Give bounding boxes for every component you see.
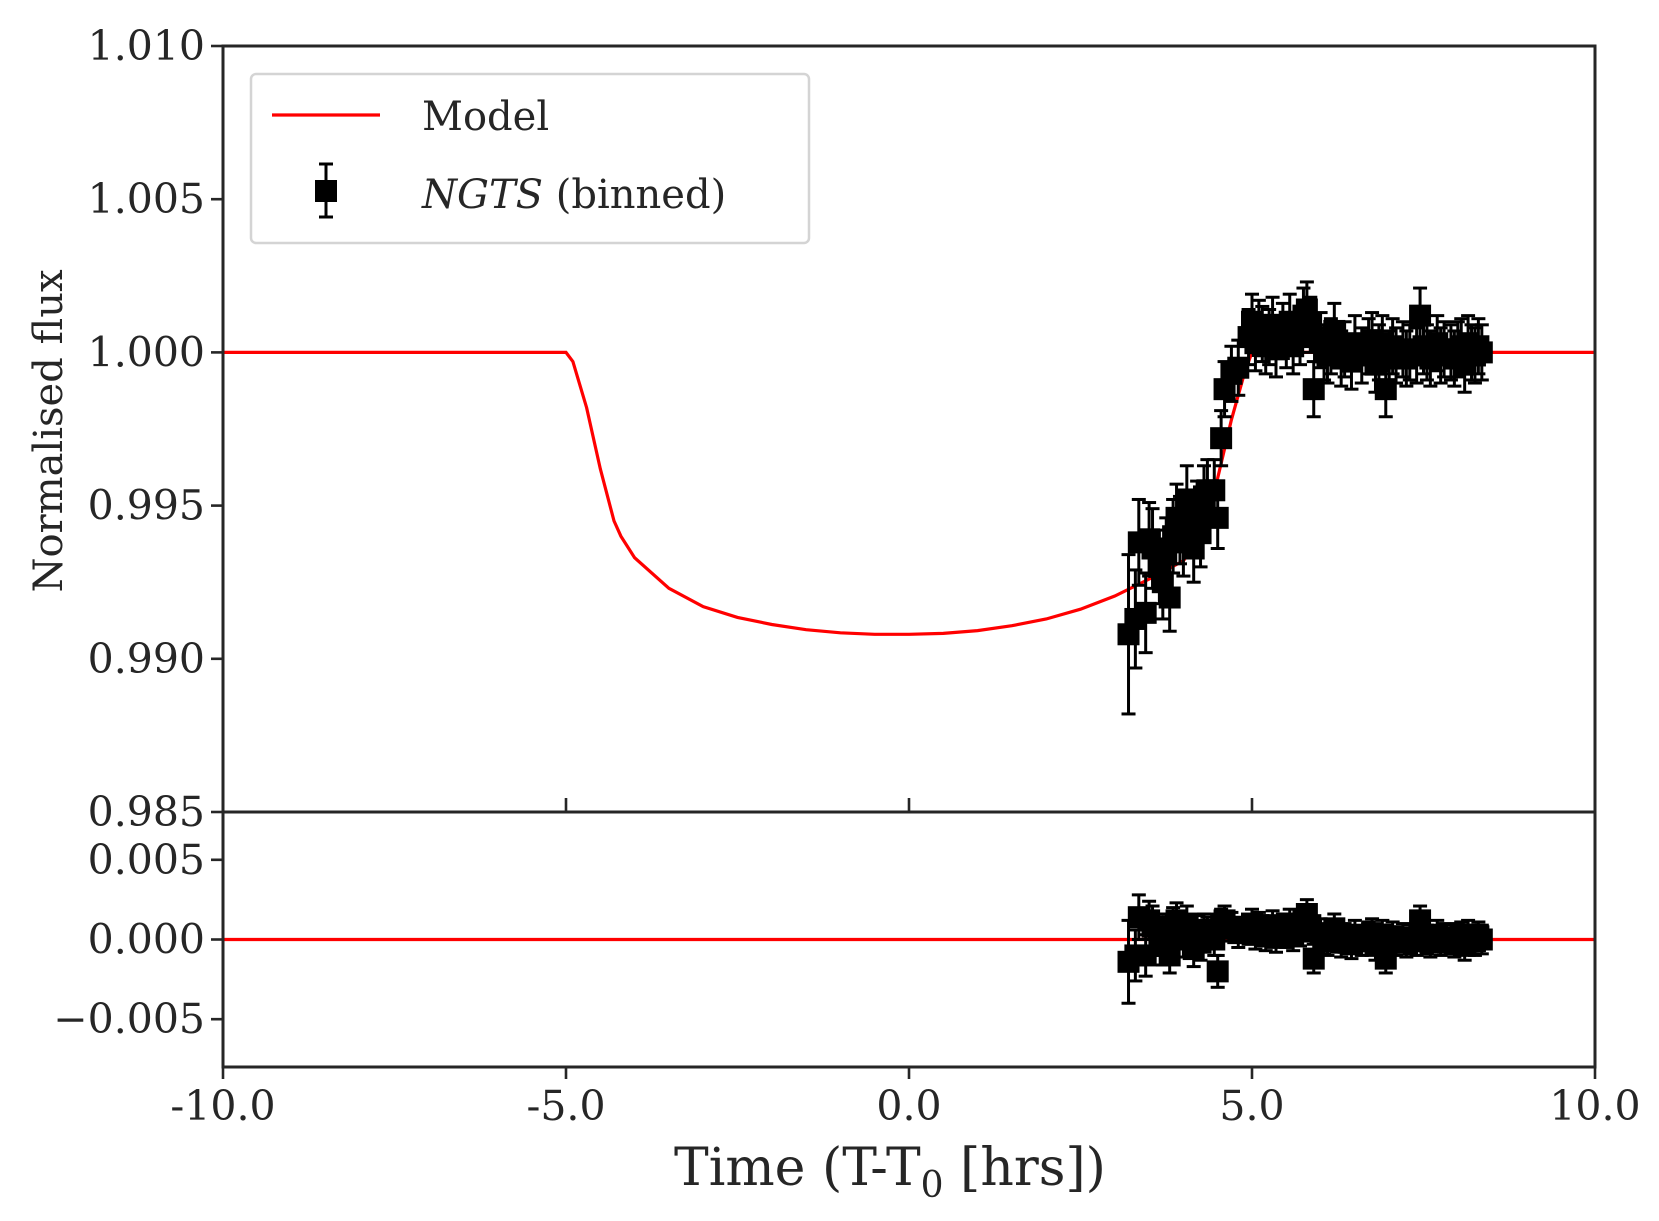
ngts-data-point [1206, 485, 1229, 550]
y-tick-label: 0.005 [88, 836, 205, 884]
y-tick-label: 0.000 [88, 916, 205, 964]
data-point-marker [1227, 356, 1250, 379]
data-point-marker [1206, 960, 1229, 983]
legend-box [249, 72, 811, 245]
legend-ngts-label: NGTS (binned) [421, 172, 726, 218]
y-tick-label: −0.005 [53, 995, 205, 1043]
data-point-marker [1470, 341, 1493, 364]
x-tick-label: 5.0 [1219, 1082, 1284, 1130]
x-tick-label: -10.0 [170, 1082, 275, 1130]
y-tick-label: 1.005 [88, 175, 205, 223]
data-point-marker [1374, 378, 1397, 401]
ngts-data-point [1210, 409, 1233, 468]
data-point-marker [1134, 944, 1157, 967]
legend-model-label: Model [422, 94, 549, 140]
data-point-marker [1203, 479, 1226, 502]
ngts-data-point [1302, 360, 1325, 419]
main-x-ticks [221, 798, 1597, 812]
main-panel: 0.985 0.990 0.995 1.000 1.005 1.010 Model NGT… [88, 22, 1597, 836]
data-point-marker [1302, 378, 1325, 401]
ngts-data-point [1134, 571, 1157, 655]
data-point-marker [1134, 601, 1157, 624]
x-tick-label: 10.0 [1549, 1082, 1640, 1130]
residuals-panel: 0.005 0.000 −0.005 -10.0 -5.0 0.0 5.0 10.0 [53, 810, 1641, 1130]
residual-data-point [1206, 953, 1229, 989]
legend-ngts-rest: (binned) [543, 172, 726, 218]
x-axis-title: Time (T-T0 [hrs]) [674, 1138, 1106, 1206]
ngts-data-point [1470, 323, 1493, 382]
data-point-marker [1470, 928, 1493, 951]
y-tick-label: 1.000 [88, 328, 205, 376]
data-point-marker [1409, 304, 1432, 327]
residual-data-point [1470, 923, 1493, 956]
ngts-binned-points [1117, 280, 1493, 716]
x-axis-title-tail: [hrs]) [944, 1138, 1106, 1198]
y-tick-label: 1.010 [88, 22, 205, 70]
data-point-marker [1158, 586, 1181, 609]
legend-ngts-swatch [315, 162, 337, 219]
x-axis-title-sub: 0 [921, 1165, 944, 1206]
residuals-y-ticks: 0.005 0.000 −0.005 [53, 836, 223, 1043]
data-point-marker [1210, 427, 1233, 450]
residual-data-point [1134, 933, 1157, 978]
ngts-residual-points [1117, 893, 1493, 1005]
legend-ngts-italic: NGTS [421, 172, 543, 218]
residuals-x-ticks: -10.0 -5.0 0.0 5.0 10.0 [170, 1067, 1641, 1130]
x-tick-label: 0.0 [876, 1082, 941, 1130]
y-tick-label: 0.990 [88, 635, 205, 683]
main-y-ticks: 0.985 0.990 0.995 1.000 1.005 1.010 [88, 22, 223, 836]
y-tick-label: 0.985 [88, 788, 205, 836]
y-tick-label: 0.995 [88, 482, 205, 530]
y-axis-title: Normalised flux [26, 269, 72, 593]
data-point-marker [1206, 506, 1229, 529]
x-axis-title-main: Time (T-T [674, 1138, 921, 1198]
legend: Model NGTS (binned) [249, 72, 811, 245]
x-tick-label: -5.0 [526, 1082, 605, 1130]
